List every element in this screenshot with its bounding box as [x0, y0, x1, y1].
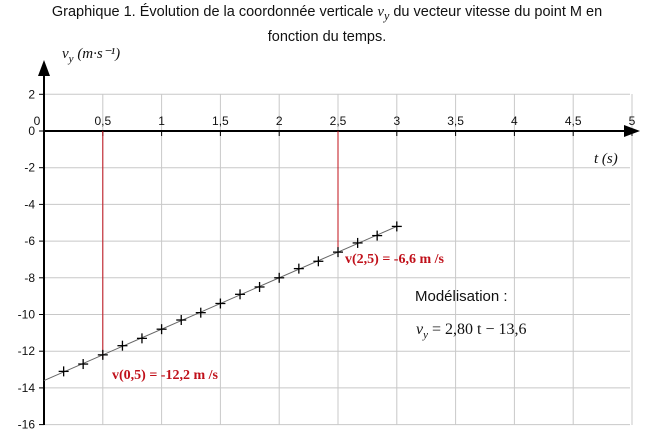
data-point — [195, 307, 206, 318]
y-tick-label: -16 — [18, 418, 36, 432]
data-point — [78, 359, 89, 370]
data-point — [372, 230, 383, 241]
caption-suffix: du vecteur vitesse du point M en — [389, 4, 603, 20]
model-equation: vy = 2,80 t − 13,6 — [416, 321, 527, 341]
data-point — [333, 247, 343, 258]
data-point — [117, 340, 128, 351]
data-point — [391, 221, 402, 232]
axes — [38, 60, 640, 426]
model-title: Modélisation : — [415, 288, 508, 305]
grid-lines — [44, 93, 633, 426]
annotations: v(0,5) = -12,2 m /s v(2,5) = -6,6 m /s Mod… — [112, 252, 527, 383]
data-point — [235, 289, 246, 300]
data-point — [156, 324, 167, 335]
x-tick-labels: 0 0,5 1 1,5 2 2,5 3 3,5 4 4,5 5 — [34, 114, 636, 128]
data-point — [215, 298, 226, 309]
y-tick-label: -8 — [24, 271, 35, 285]
x-tick-label: 3 — [393, 114, 400, 128]
x-tick-label: 4,5 — [565, 114, 582, 128]
y-axis-label: vy (m·s⁻¹) — [62, 46, 120, 65]
x-tick-label: 2,5 — [330, 114, 347, 128]
y-tick-label: -12 — [18, 344, 36, 358]
data-point — [176, 315, 187, 326]
data-point — [274, 272, 285, 283]
data-point — [58, 366, 69, 377]
y-tick-label: 2 — [28, 87, 35, 101]
x-tick-label: 4 — [511, 114, 518, 128]
caption-line2: fonction du temps. — [267, 28, 387, 45]
data-point — [293, 263, 304, 274]
y-tick-label: -2 — [24, 161, 35, 175]
y-tick-labels: 2 0 -2 -4 -6 -8 -10 -12 -14 -16 — [18, 87, 36, 431]
data-point — [97, 349, 108, 360]
y-tick-label: -10 — [18, 308, 36, 322]
x-tick-label: 0,5 — [94, 114, 111, 128]
data-points — [58, 221, 402, 377]
x-tick-label: 5 — [629, 114, 636, 128]
x-tick-label: 1,5 — [212, 114, 229, 128]
x-axis-label: t (s) — [594, 151, 618, 167]
chart-caption: Graphique 1. Évolution de la coordonnée … — [0, 2, 654, 48]
annotation-v-0-5: v(0,5) = -12,2 m /s — [112, 368, 219, 383]
caption-var-sub: y — [383, 8, 390, 23]
y-tick-label: 0 — [28, 124, 35, 138]
data-point — [136, 333, 147, 344]
y-axis-arrow — [38, 60, 50, 76]
x-tick-label: 3,5 — [447, 114, 464, 128]
caption-prefix: Graphique 1. Évolution de la coordonnée … — [51, 4, 374, 20]
x-tick-label: 1 — [158, 114, 165, 128]
y-tick-label: -6 — [24, 234, 35, 248]
y-tick-label: -14 — [18, 381, 36, 395]
annotation-guides — [102, 131, 339, 359]
x-tick-label: 2 — [276, 114, 283, 128]
annotation-v-2-5: v(2,5) = -6,6 m /s — [345, 252, 445, 267]
data-point — [254, 281, 265, 292]
data-point — [352, 237, 363, 248]
y-tick-label: -4 — [24, 197, 35, 211]
caption-var-letter: v — [377, 4, 384, 20]
caption-var: vy — [377, 4, 390, 23]
data-point — [313, 256, 324, 267]
x-tick-label: 0 — [34, 114, 41, 128]
axis-labels: vy (m·s⁻¹) t (s) — [62, 46, 618, 167]
